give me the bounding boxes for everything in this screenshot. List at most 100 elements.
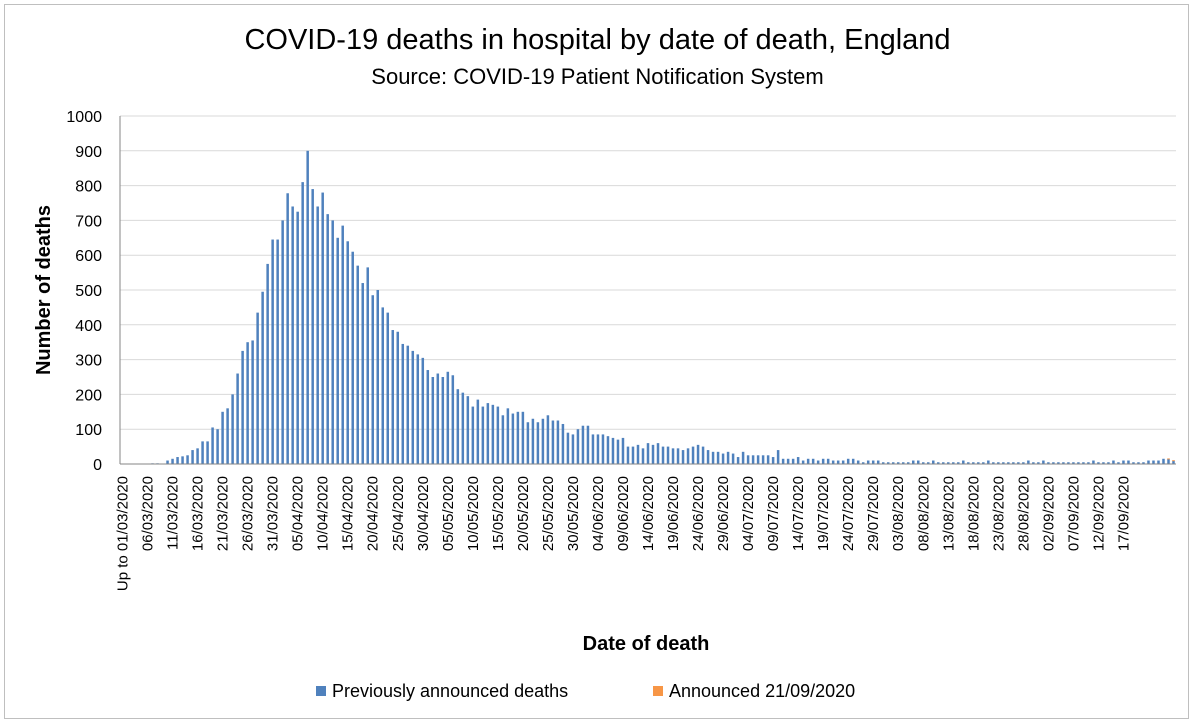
- bar-previously-announced: [331, 220, 334, 464]
- bar-previously-announced: [501, 415, 505, 464]
- bar-previously-announced: [866, 460, 870, 464]
- bar-previously-announced: [1022, 462, 1025, 464]
- bar-previously-announced: [1002, 462, 1005, 464]
- bar-previously-announced: [651, 444, 655, 464]
- bar-previously-announced: [241, 350, 244, 464]
- x-tick-label: 04/06/2020: [590, 476, 607, 551]
- legend-label-previously: Previously announced deaths: [332, 681, 568, 701]
- bar-previously-announced: [861, 462, 865, 464]
- x-tick-label: 14/07/2020: [790, 476, 807, 551]
- bar-previously-announced: [631, 446, 635, 464]
- bar-previously-announced: [341, 225, 344, 464]
- bar-previously-announced: [806, 458, 810, 464]
- bar-previously-announced: [351, 251, 354, 464]
- x-tick-label: 10/04/2020: [315, 476, 332, 551]
- bar-previously-announced: [196, 448, 199, 464]
- y-tick-label: 700: [75, 213, 102, 230]
- bar-previously-announced: [556, 420, 560, 464]
- bar-previously-announced: [736, 457, 740, 464]
- bar-previously-announced: [491, 404, 495, 464]
- x-tick-label: 12/09/2020: [1090, 476, 1107, 551]
- bar-previously-announced: [576, 429, 580, 464]
- bar-previously-announced: [321, 192, 324, 464]
- y-tick-label: 900: [75, 144, 102, 161]
- bar-previously-announced: [746, 455, 750, 464]
- bar-previously-announced: [516, 411, 520, 464]
- bar-previously-announced: [1142, 462, 1145, 464]
- bar-previously-announced: [371, 295, 374, 464]
- x-tick-label: 05/04/2020: [290, 476, 307, 551]
- bar-previously-announced: [266, 263, 269, 464]
- legend-label-announced: Announced 21/09/2020: [669, 681, 855, 701]
- bar-previously-announced: [1107, 462, 1110, 464]
- bar-previously-announced: [376, 290, 379, 464]
- chart-subtitle: Source: COVID-19 Patient Notification Sy…: [371, 64, 824, 89]
- x-tick-label: 05/05/2020: [440, 476, 457, 551]
- bar-previously-announced: [987, 460, 990, 464]
- x-tick-label: 26/03/2020: [240, 476, 257, 551]
- bar-previously-announced: [236, 373, 239, 464]
- bar-previously-announced: [901, 462, 905, 464]
- bar-previously-announced: [476, 399, 480, 464]
- bar-announced-21-09: [1172, 460, 1175, 462]
- bar-previously-announced: [536, 422, 540, 464]
- bar-previously-announced: [906, 462, 910, 464]
- bar-previously-announced: [761, 455, 765, 464]
- bar-previously-announced: [281, 220, 284, 464]
- bar-previously-announced: [461, 392, 465, 464]
- bar-previously-announced: [596, 434, 600, 464]
- bar-previously-announced: [691, 446, 695, 464]
- bar-previously-announced: [701, 446, 705, 464]
- bar-previously-announced: [836, 460, 840, 464]
- bar-previously-announced: [471, 406, 475, 464]
- bar-previously-announced: [957, 462, 960, 464]
- bar-previously-announced: [286, 193, 289, 465]
- bar-previously-announced: [181, 456, 184, 464]
- bar-previously-announced: [741, 451, 745, 464]
- bar-previously-announced: [291, 206, 294, 465]
- bar-previously-announced: [871, 460, 875, 464]
- x-tick-label: 13/08/2020: [940, 476, 957, 551]
- bar-previously-announced: [456, 389, 460, 464]
- bar-previously-announced: [621, 437, 625, 464]
- bar-previously-announced: [521, 411, 525, 464]
- bar-previously-announced: [551, 420, 555, 464]
- bar-previously-announced: [231, 394, 234, 464]
- y-tick-label: 400: [75, 318, 102, 335]
- y-tick-label: 800: [75, 179, 102, 196]
- bar-previously-announced: [1037, 462, 1040, 464]
- bar-previously-announced: [386, 312, 390, 464]
- bar-previously-announced: [1157, 460, 1160, 464]
- x-tick-label: 20/05/2020: [515, 476, 532, 551]
- bar-previously-announced: [1047, 462, 1050, 464]
- bar-previously-announced: [676, 448, 680, 464]
- chart-title: COVID-19 deaths in hospital by date of d…: [244, 24, 951, 56]
- bar-previously-announced: [876, 460, 880, 464]
- bar-previously-announced: [1042, 460, 1045, 464]
- x-tick-label: 28/08/2020: [1015, 476, 1032, 551]
- bar-previously-announced: [1012, 462, 1015, 464]
- x-tick-label: 10/05/2020: [465, 476, 482, 551]
- bar-previously-announced: [591, 434, 595, 464]
- bar-announced-21-09: [1167, 458, 1170, 460]
- bar-previously-announced: [726, 451, 730, 464]
- bar-previously-announced: [952, 462, 955, 464]
- bar-previously-announced: [171, 458, 174, 464]
- bar-previously-announced: [1082, 462, 1085, 464]
- bar-previously-announced: [186, 455, 189, 464]
- y-tick-label: 600: [75, 248, 102, 265]
- bar-previously-announced: [466, 396, 470, 464]
- y-axis-ticks: 0 100 200 300 400 500 600 700 800 900 1000: [66, 109, 102, 474]
- bar-previously-announced: [566, 432, 570, 464]
- bar-previously-announced: [1127, 460, 1130, 464]
- bar-previously-announced: [436, 373, 440, 464]
- bar-previously-announced: [441, 377, 445, 464]
- y-tick-label: 0: [93, 457, 102, 474]
- bar-previously-announced: [661, 446, 665, 464]
- bar-previously-announced: [927, 462, 930, 464]
- bar-previously-announced: [311, 189, 314, 464]
- bar-previously-announced: [616, 439, 620, 464]
- bar-previously-announced: [396, 331, 400, 464]
- bar-previously-announced: [686, 448, 690, 464]
- bar-previously-announced: [796, 457, 800, 464]
